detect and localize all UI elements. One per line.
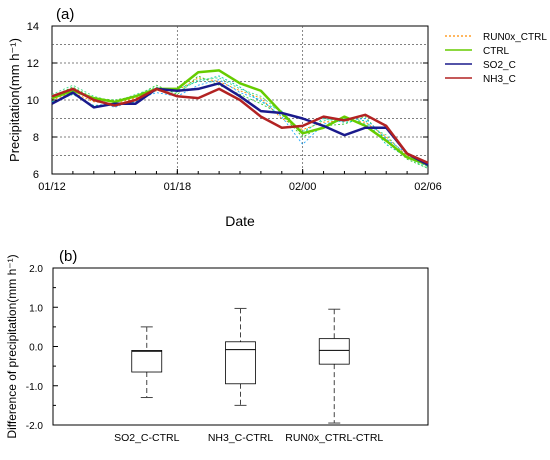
series-line-nh3-c <box>51 87 429 165</box>
y-tick-label: 2.0 <box>29 264 43 275</box>
x-tick-label: 02/00 <box>289 181 317 193</box>
y-tick-label: 0.0 <box>29 343 43 354</box>
y-tick-label: 8 <box>33 132 39 144</box>
legend-label: CTRL <box>483 46 510 57</box>
y-tick-label: 14 <box>27 21 39 33</box>
x-category-label: NH3_C-CTRL <box>208 432 274 444</box>
panel-a-label: (a) <box>56 6 74 23</box>
y-tick-label: 12 <box>27 58 39 70</box>
ensemble-member-line-0 <box>51 77 429 167</box>
panel-b-y-axis-label: Difference of precipitation(mm h⁻¹) <box>5 254 19 438</box>
panel-b-boxes: SO2_C-CTRL NH3_C-CTRL RUN0x_CTRL-CTRL <box>114 307 383 444</box>
box-iqr <box>318 338 350 365</box>
x-category-label: RUN0x_CTRL-CTRL <box>285 432 383 444</box>
panel-a-ticks: 01/12 01/18 02/00 02/06 6 8 10 12 14 <box>27 21 442 193</box>
x-category-label: SO2_C-CTRL <box>114 432 180 444</box>
ensemble-member-line-3 <box>51 79 429 166</box>
box-1: SO2_C-CTRL <box>114 326 180 444</box>
x-tick-label: 02/06 <box>414 181 442 193</box>
x-tick-label: 01/12 <box>38 181 66 193</box>
ensemble-member-line-1 <box>51 75 429 169</box>
box-iqr <box>225 341 256 385</box>
panel-a-y-axis-label: Precipitation(mm h⁻¹) <box>7 38 22 162</box>
panel-b-box-plot: -2.0 -1.0 0.0 1.0 2.0 SO2_C-CTRL NH3_C-CTRL RU… <box>5 248 429 444</box>
box-3: RUN0x_CTRL-CTRL <box>285 308 383 444</box>
series-line-so2-c <box>51 82 429 166</box>
legend-label: NH3_C <box>483 74 516 85</box>
y-tick-label: 1.0 <box>29 303 43 314</box>
panel-a-ensemble-lines <box>51 75 429 169</box>
y-tick-label: -2.0 <box>26 421 44 432</box>
panel-a-line-chart: 01/12 01/18 02/00 02/06 6 8 10 12 14 (a) Date Pr… <box>7 6 547 229</box>
panel-a-x-axis-label: Date <box>225 213 255 229</box>
panel-a-legend: RUN0x_CTRL CTRL SO2_C NH3_C <box>445 32 547 85</box>
panel-b-ticks: -2.0 -1.0 0.0 1.0 2.0 <box>26 264 58 432</box>
x-tick-label: 01/18 <box>164 181 192 193</box>
panel-a-series-lines <box>51 69 429 166</box>
ensemble-member-line-2 <box>51 75 429 168</box>
ensemble-member-line-4 <box>51 77 429 169</box>
y-tick-label: 6 <box>33 169 39 181</box>
panel-b-label: (b) <box>59 248 77 265</box>
legend-label: RUN0x_CTRL <box>483 32 547 43</box>
y-tick-label: 10 <box>27 95 39 107</box>
legend-label: SO2_C <box>483 60 516 71</box>
box-iqr <box>131 350 163 373</box>
series-line-ctrl <box>51 69 429 166</box>
y-tick-label: -1.0 <box>26 382 44 393</box>
box-2: NH3_C-CTRL <box>208 307 274 444</box>
